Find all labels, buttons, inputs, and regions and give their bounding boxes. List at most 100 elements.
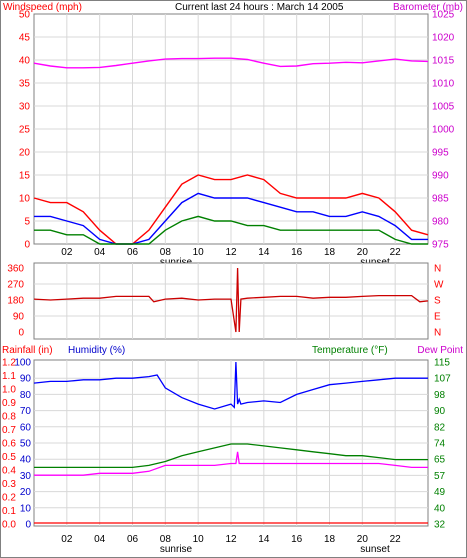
x-tick-label: 02 — [61, 534, 73, 545]
barometer-tick: 985 — [432, 194, 449, 205]
humidity-series — [33, 361, 428, 524]
x-tick-label: 12 — [225, 247, 237, 258]
temperature-tick: 115 — [434, 358, 450, 369]
x-tick-label: 20 — [357, 247, 369, 258]
dew-point-series — [34, 451, 428, 476]
x-tick-label: 22 — [390, 534, 402, 545]
rainfall-ticks: 0.0 0.1 0.2 0.3 0.4 0.5 0.6 0.7 0.8 0.9 1.0 1.1 1.2 — [2, 358, 16, 531]
barometer-tick: 1020 — [432, 33, 455, 44]
windspeed-tick: 45 — [19, 33, 31, 44]
barometer-tick: 1000 — [432, 125, 455, 136]
rainfall-tick: 0.3 — [2, 479, 16, 490]
rainfall-tick: 1.0 — [2, 385, 16, 396]
humidity-tick: 100 — [14, 358, 31, 369]
x-tick-label: 12 — [225, 534, 237, 545]
sunset-label-3: sunset — [360, 544, 390, 555]
rainfall-tick: 1.1 — [2, 371, 16, 382]
humidity-panel-x-ticks: 02 04 06 08 10 12 14 16 18 20 22 — [61, 534, 401, 545]
rainfall-tick: 1.2 — [2, 358, 16, 369]
blue-wind-series — [34, 192, 428, 245]
temperature-tick: 107 — [434, 374, 451, 385]
magenta-wind-series — [33, 57, 429, 69]
x-tick-label: 16 — [291, 247, 303, 258]
humidity-axis-title: Humidity (%) — [68, 345, 125, 356]
direction-degree-tick: 90 — [13, 312, 25, 323]
rainfall-tick: 0.2 — [2, 493, 16, 504]
x-tick-label: 10 — [193, 534, 205, 545]
barometer-tick: 1005 — [432, 102, 455, 113]
x-tick-label: 06 — [127, 247, 139, 258]
direction-panel-grid — [34, 263, 428, 339]
humidity-tick: 50 — [20, 439, 32, 450]
humidity-tick: 40 — [20, 455, 32, 466]
direction-compass-tick: S — [434, 296, 441, 307]
windspeed-ticks: 0 5 10 15 20 25 30 35 40 45 50 — [19, 10, 31, 251]
humidity-series — [33, 361, 428, 410]
x-tick-label: 22 — [390, 247, 402, 258]
rainfall-tick: 0.6 — [2, 439, 16, 450]
humidity-ticks: 0 10 20 30 40 50 60 70 80 90 100 — [14, 358, 31, 531]
temperature-tick: 65 — [434, 455, 446, 466]
barometer-tick: 980 — [432, 217, 449, 228]
rainfall-tick: 0.7 — [2, 425, 16, 436]
barometer-tick: 975 — [432, 240, 449, 251]
barometer-tick: 990 — [432, 171, 449, 182]
humidity-tick: 0 — [25, 520, 31, 531]
temperature-series — [34, 443, 428, 469]
x-tick-label: 08 — [160, 534, 172, 545]
x-tick-label: 08 — [160, 247, 172, 258]
temperature-tick: 57 — [434, 471, 446, 482]
humidity-tick: 30 — [20, 471, 32, 482]
temperature-ticks: 32 40 49 57 65 74 82 90 98 107 115 — [434, 358, 451, 531]
x-tick-label: 18 — [324, 534, 336, 545]
barometer-tick: 1010 — [432, 79, 455, 90]
lower-header: Rainfall (in) Humidity (%) Temperature (… — [2, 345, 463, 356]
x-tick-label: 04 — [94, 247, 106, 258]
direction-compass-tick: E — [434, 312, 441, 323]
humidity-tick: 80 — [20, 390, 32, 401]
direction-compass-tick: W — [434, 280, 444, 291]
rainfall-tick: 0.8 — [2, 412, 16, 423]
temperature-tick: 40 — [434, 503, 446, 514]
humidity-tick: 90 — [20, 374, 32, 385]
wind-series — [33, 57, 429, 245]
temperature-tick: 32 — [434, 520, 446, 531]
direction-degree-tick: 0 — [18, 328, 24, 339]
x-tick-label: 14 — [258, 247, 270, 258]
windspeed-tick: 10 — [19, 194, 31, 205]
x-tick-label: 06 — [127, 534, 139, 545]
windspeed-tick: 40 — [19, 56, 31, 67]
dewpoint-axis-title: Dew Point — [417, 345, 463, 356]
humidity-panel-grid — [34, 360, 428, 526]
windspeed-tick: 20 — [19, 148, 31, 159]
direction-series — [33, 267, 429, 333]
x-tick-label: 20 — [357, 534, 369, 545]
x-tick-label: 10 — [193, 247, 205, 258]
wind-panel-x-ticks: 02 04 06 08 10 12 14 16 18 20 22 — [61, 247, 401, 258]
windspeed-tick: 0 — [24, 240, 30, 251]
windspeed-axis-title: Windspeed (mph) — [3, 2, 82, 13]
temperature-tick: 49 — [434, 487, 446, 498]
rainfall-tick: 0.5 — [2, 452, 16, 463]
red-wind-series — [33, 174, 429, 245]
x-tick-label: 18 — [324, 247, 336, 258]
humidity-tick: 60 — [20, 422, 32, 433]
direction-degree-ticks: 0 90 180 270 360 — [7, 264, 24, 339]
barometer-tick: 1025 — [432, 10, 455, 21]
barometer-tick: 995 — [432, 148, 449, 159]
x-tick-label: 04 — [94, 534, 106, 545]
barometer-axis-title: Barometer (mb) — [393, 2, 463, 13]
direction-compass-tick: N — [434, 264, 441, 275]
direction-compass-tick: N — [434, 328, 441, 339]
top-header: Windspeed (mph) Current last 24 hours : … — [3, 2, 463, 13]
x-tick-label: 16 — [291, 534, 303, 545]
rainfall-axis-title: Rainfall (in) — [2, 345, 53, 356]
windspeed-tick: 35 — [19, 79, 31, 90]
windspeed-tick: 25 — [19, 125, 31, 136]
temperature-tick: 82 — [434, 422, 446, 433]
rainfall-tick: 0.4 — [2, 466, 16, 477]
temperature-tick: 74 — [434, 439, 446, 450]
wind-direction-series — [33, 267, 429, 333]
